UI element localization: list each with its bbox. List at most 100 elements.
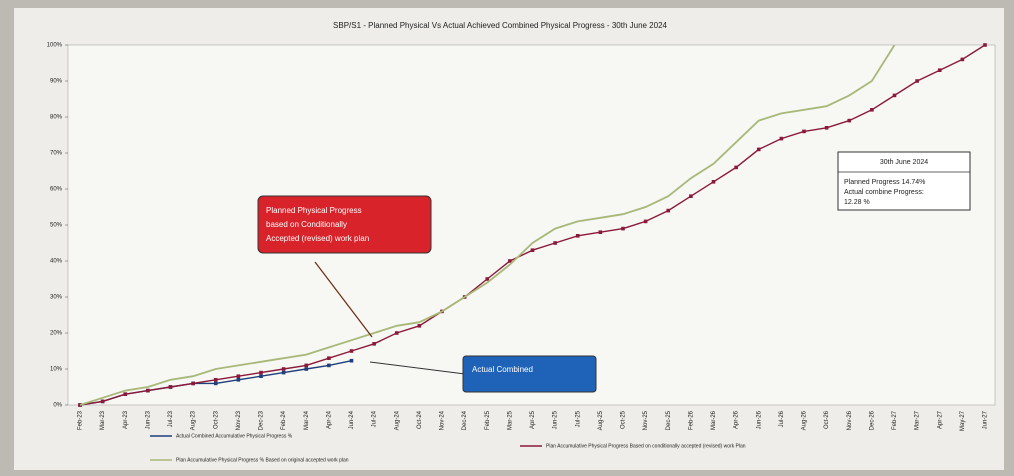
x-tick-label: Feb-25 xyxy=(485,410,491,430)
annotation: Planned Physical Progress xyxy=(266,206,362,215)
x-tick-label: Feb-24 xyxy=(281,410,287,430)
y-tick-label: 70% xyxy=(50,151,63,157)
x-tick-label: Nov-23 xyxy=(236,410,242,430)
point-marker xyxy=(915,79,919,83)
x-tick-label: Feb-26 xyxy=(688,410,694,430)
x-tick-label: Jun-26 xyxy=(756,410,762,429)
x-tick-label: Oct-25 xyxy=(621,410,627,429)
point-marker xyxy=(281,370,286,375)
point-marker xyxy=(847,118,852,123)
point-marker xyxy=(756,147,761,152)
annotation: Accepted (revised) work plan xyxy=(266,234,369,243)
x-tick-label: Apr-23 xyxy=(123,410,129,429)
point-marker xyxy=(870,108,874,112)
annotation: 12.28 % xyxy=(844,199,870,206)
x-tick-label: Aug-26 xyxy=(802,410,808,430)
callout-arrow xyxy=(314,261,373,338)
point-marker xyxy=(304,367,309,371)
x-tick-label: Dec-24 xyxy=(462,410,468,430)
y-tick-label: 0% xyxy=(53,403,62,409)
x-tick-label: Dec-23 xyxy=(259,410,265,430)
point-marker xyxy=(734,165,738,170)
x-tick-label: Oct-23 xyxy=(213,410,219,429)
point-marker xyxy=(236,374,241,378)
point-marker xyxy=(372,342,376,346)
point-marker xyxy=(553,241,557,245)
point-marker xyxy=(259,370,263,375)
point-marker xyxy=(213,381,218,386)
y-tick-label: 40% xyxy=(50,259,63,265)
point-marker xyxy=(802,129,806,134)
chart-title: SBP/S1 - Planned Physical Vs Actual Achi… xyxy=(333,21,668,30)
x-tick-label: Nov-26 xyxy=(847,410,853,430)
point-marker xyxy=(621,226,625,231)
point-marker xyxy=(643,219,648,224)
point-marker xyxy=(779,136,784,141)
x-tick-label: Nov-25 xyxy=(643,410,649,430)
annotation: Planned Progress 14.74% xyxy=(844,179,925,186)
point-marker xyxy=(349,358,354,363)
x-tick-label: Jul-25 xyxy=(575,410,581,427)
point-marker xyxy=(146,388,150,393)
x-tick-label: Jun-27 xyxy=(983,410,989,429)
legend-label: Plan Accumulative Physical Progress % Ba… xyxy=(176,457,349,463)
x-tick-label: Oct-26 xyxy=(824,410,830,429)
x-tick-label: Jul-24 xyxy=(372,410,378,427)
point-marker xyxy=(937,68,942,72)
x-tick-label: Oct-24 xyxy=(417,410,423,429)
y-tick-label: 20% xyxy=(50,331,63,337)
x-tick-label: Nov-24 xyxy=(440,410,446,430)
annotation: Actual Combined xyxy=(472,365,533,374)
x-tick-label: Mar-24 xyxy=(304,410,310,430)
point-marker xyxy=(123,392,128,396)
x-tick-label: Mar-23 xyxy=(100,410,106,430)
point-marker xyxy=(530,248,535,252)
planned-box xyxy=(257,195,432,254)
callout-arrow xyxy=(369,361,466,375)
x-tick-label: Apr-26 xyxy=(734,410,740,429)
point-marker xyxy=(485,277,490,281)
point-marker xyxy=(417,324,422,328)
point-marker xyxy=(168,385,173,389)
x-tick-label: Mar-27 xyxy=(915,410,921,430)
legend-label: Plan Accumulative Physical Progress Base… xyxy=(546,443,746,449)
y-tick-label: 90% xyxy=(50,79,63,85)
point-marker xyxy=(213,378,218,382)
point-marker xyxy=(960,57,965,62)
point-marker xyxy=(304,363,309,368)
point-marker xyxy=(824,126,829,130)
y-tick-label: 30% xyxy=(50,295,63,301)
legend-label: Actual Combined Accumulative Physical Pr… xyxy=(176,433,293,439)
point-marker xyxy=(236,378,241,382)
x-tick-label: Jun-25 xyxy=(553,410,559,429)
y-tick-label: 100% xyxy=(47,43,63,49)
x-tick-label: Dec-26 xyxy=(869,410,875,430)
point-marker xyxy=(191,381,195,386)
y-tick-label: 80% xyxy=(50,115,63,121)
point-marker xyxy=(892,93,897,98)
point-marker xyxy=(711,180,716,184)
point-marker xyxy=(349,349,354,353)
y-tick-label: 50% xyxy=(50,223,63,229)
point-marker xyxy=(598,230,603,234)
annotation: 30th June 2024 xyxy=(880,159,928,166)
point-marker xyxy=(327,363,331,368)
y-tick-label: 60% xyxy=(50,187,63,193)
annotation: based on Conditionally xyxy=(266,220,347,229)
annotation: Actual combine Progress: xyxy=(844,189,924,196)
point-marker xyxy=(983,43,987,47)
point-marker xyxy=(689,194,693,198)
x-tick-label: May-27 xyxy=(960,410,966,431)
x-tick-label: Aug-23 xyxy=(191,410,197,430)
point-marker xyxy=(508,259,512,263)
point-marker xyxy=(666,208,671,213)
x-tick-label: Apr-27 xyxy=(937,410,943,429)
point-marker xyxy=(575,234,580,238)
point-marker xyxy=(100,399,105,404)
x-tick-label: Aug-25 xyxy=(598,410,604,430)
x-tick-label: Mar-25 xyxy=(507,410,513,430)
x-tick-label: Apr-24 xyxy=(326,410,332,429)
actual-box xyxy=(462,355,597,393)
point-marker xyxy=(259,374,263,378)
